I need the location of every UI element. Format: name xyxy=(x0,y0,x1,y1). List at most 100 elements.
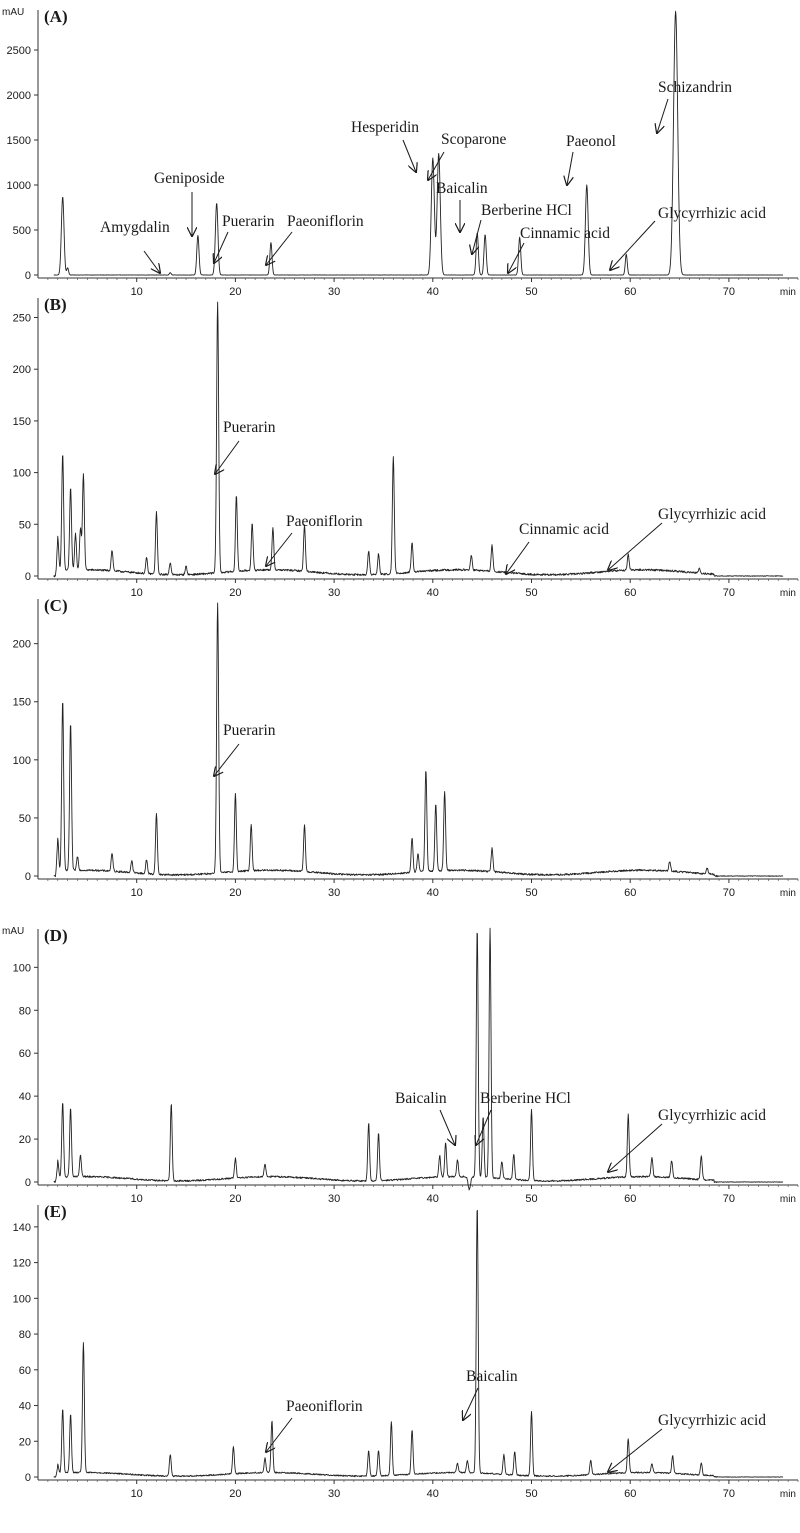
annotation-arrow xyxy=(608,1123,663,1172)
x-axis-unit: min xyxy=(780,1489,796,1500)
y-tick-label: 100 xyxy=(13,1293,31,1305)
y-tick-label: 0 xyxy=(25,871,31,883)
annotation-label: Puerarin xyxy=(223,722,276,739)
annotation-label: Puerarin xyxy=(223,419,276,436)
x-tick-label: 10 xyxy=(131,1193,143,1205)
y-tick-label: 250 xyxy=(13,313,31,325)
peak-annotation: Cinnamic acid xyxy=(508,225,610,273)
x-tick-label: 60 xyxy=(624,286,636,298)
annotation-arrow xyxy=(463,1387,479,1420)
x-axis-unit: min xyxy=(780,1194,796,1205)
peak-annotation: Berberine HCl xyxy=(472,202,572,254)
annotation-label: Geniposide xyxy=(154,170,225,187)
annotation-label: Glycyrrhizic acid xyxy=(658,1412,766,1429)
peak-annotation: Puerarin xyxy=(214,722,276,776)
annotation-label: Berberine HCl xyxy=(481,202,572,219)
peak-annotation: Puerarin xyxy=(214,213,275,263)
x-tick-label: 20 xyxy=(229,286,241,298)
y-tick-label: 100 xyxy=(13,755,31,767)
x-tick-label: 30 xyxy=(328,887,340,899)
x-tick-label: 50 xyxy=(525,1488,537,1500)
x-tick-label: 40 xyxy=(427,1488,439,1500)
peak-annotation: Geniposide xyxy=(154,170,225,236)
y-tick-label: 500 xyxy=(13,225,31,237)
x-tick-label: 20 xyxy=(229,587,241,599)
x-tick-label: 40 xyxy=(427,286,439,298)
x-tick-label: 60 xyxy=(624,587,636,599)
peak-annotation: Paeoniflorin xyxy=(266,513,363,566)
y-tick-label: 0 xyxy=(25,1177,31,1189)
y-tick-label: 140 xyxy=(13,1222,31,1234)
annotation-arrow xyxy=(266,532,293,566)
annotation-arrow xyxy=(506,541,530,574)
x-tick-label: 20 xyxy=(229,1488,241,1500)
x-tick-label: 50 xyxy=(525,587,537,599)
chromatogram-panel: 0 50 100 150 200 250 10 20 30 40 50 60 70 min (B) Puera… xyxy=(13,295,799,599)
x-tick-label: 70 xyxy=(723,887,735,899)
annotation-label: Baicalin xyxy=(436,180,488,197)
y-tick-label: 2500 xyxy=(7,45,31,57)
chromatogram-trace xyxy=(53,10,784,276)
y-tick-label: 60 xyxy=(19,1048,31,1060)
y-tick-label: 20 xyxy=(19,1436,31,1448)
peak-annotation: Glycyrrhizic acid xyxy=(608,506,766,570)
x-tick-label: 40 xyxy=(427,587,439,599)
annotation-label: Hesperidin xyxy=(351,119,419,136)
annotation-arrow xyxy=(428,151,445,180)
y-tick-label: 80 xyxy=(19,1005,31,1017)
annotation-label: Scoparone xyxy=(441,131,507,148)
y-tick-label: 120 xyxy=(13,1258,31,1270)
annotation-label: Glycyrrhizic acid xyxy=(658,506,766,523)
annotation-label: Glycyrrhizic acid xyxy=(658,205,766,222)
x-tick-label: 70 xyxy=(723,1193,735,1205)
peak-annotation: Cinnamic acid xyxy=(506,521,609,574)
y-axis-unit: mAU xyxy=(2,7,24,18)
annotation-arrow xyxy=(143,250,160,273)
annotation-arrow xyxy=(214,231,229,263)
panel-label: (D) xyxy=(44,926,68,945)
x-axis-unit: min xyxy=(780,888,796,899)
x-tick-label: 40 xyxy=(427,887,439,899)
x-tick-label: 10 xyxy=(131,286,143,298)
peak-annotation: Glycyrrhizic acid xyxy=(608,1412,766,1472)
annotation-label: Glycyrrhizic acid xyxy=(658,1107,766,1124)
chromatogram-panel: 0 20 40 60 80 100 10 20 30 40 50 60 70 min mAU (D) Baica… xyxy=(2,926,799,1205)
chromatogram-panel: 0 500 1000 1500 2000 2500 10 20 30 40 50 60 70 min mAU… xyxy=(2,7,799,298)
annotation-label: Paeoniflorin xyxy=(286,513,363,530)
chromatogram-trace xyxy=(53,301,784,578)
annotation-label: Puerarin xyxy=(222,213,275,230)
annotation-label: Berberine HCl xyxy=(480,1090,571,1107)
annotation-arrow xyxy=(402,139,416,172)
y-tick-label: 150 xyxy=(13,416,31,428)
annotation-arrow xyxy=(266,231,293,265)
annotation-label: Baicalin xyxy=(466,1368,518,1385)
y-tick-label: 100 xyxy=(13,962,31,974)
annotation-arrow xyxy=(567,151,573,185)
y-tick-label: 50 xyxy=(19,519,31,531)
annotation-arrow xyxy=(476,1109,492,1145)
x-tick-label: 60 xyxy=(624,1488,636,1500)
x-tick-label: 20 xyxy=(229,1193,241,1205)
annotation-label: Paeoniflorin xyxy=(286,1398,363,1415)
x-tick-label: 10 xyxy=(131,1488,143,1500)
peak-annotation: Schizandrin xyxy=(657,79,732,133)
annotation-arrow xyxy=(439,1109,455,1145)
y-tick-label: 2000 xyxy=(7,90,31,102)
y-axis-unit: mAU xyxy=(2,926,24,937)
annotation-label: Cinnamic acid xyxy=(520,225,610,242)
annotation-arrow xyxy=(266,1417,293,1452)
x-axis-unit: min xyxy=(780,588,796,599)
chromatogram-panel: 0 20 40 60 80 100 120 140 10 20 30 40 50 60 70 min (E) Pa… xyxy=(13,1202,799,1500)
x-tick-label: 50 xyxy=(525,887,537,899)
peak-annotation: Glycyrrhizic acid xyxy=(610,205,766,270)
x-tick-label: 60 xyxy=(624,887,636,899)
y-tick-label: 60 xyxy=(19,1365,31,1377)
x-tick-label: 30 xyxy=(328,587,340,599)
x-tick-label: 30 xyxy=(328,1193,340,1205)
y-tick-label: 80 xyxy=(19,1329,31,1341)
y-tick-label: 40 xyxy=(19,1091,31,1103)
chromatogram-panel: 0 50 100 150 200 10 20 30 40 50 60 70 min (C) Puerarin xyxy=(13,596,799,899)
panel-label: (C) xyxy=(44,596,68,615)
x-tick-label: 40 xyxy=(427,1193,439,1205)
